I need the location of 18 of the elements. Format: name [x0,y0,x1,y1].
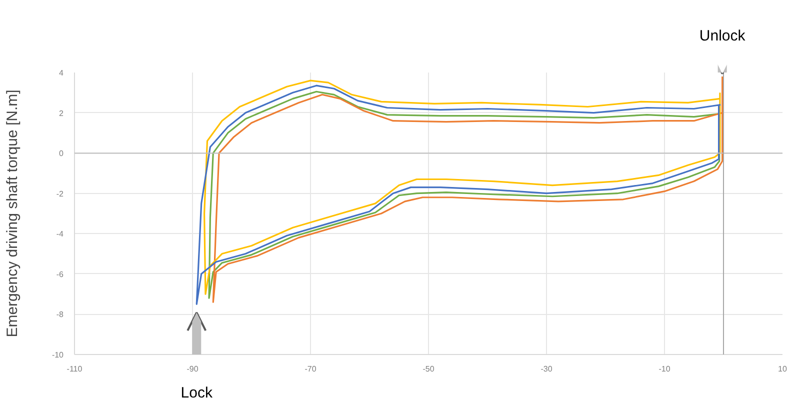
x-tick-label: -30 [540,364,553,374]
y-axis-title: Emergency driving shaft torque [N.m] [4,90,21,338]
y-tick-label: -4 [56,230,64,239]
y-tick-label: 0 [59,149,64,158]
y-tick-label: 2 [59,108,64,118]
y-tick-label: -8 [56,310,64,320]
y-tick-label: -2 [56,189,64,198]
x-tick-label: 10 [778,364,788,374]
annotation: Lock [180,384,213,402]
x-tick-label: -90 [186,364,199,374]
y-tick-label: -6 [56,270,64,279]
y-tick-label: 4 [59,68,64,78]
x-tick-label: -10 [658,364,671,374]
x-tick-label: -50 [422,364,435,374]
x-tick-label: -110 [66,364,83,374]
annotation: Unlock [699,28,746,44]
x-tick-label: -70 [304,364,317,374]
y-tick-label: -10 [52,350,64,360]
